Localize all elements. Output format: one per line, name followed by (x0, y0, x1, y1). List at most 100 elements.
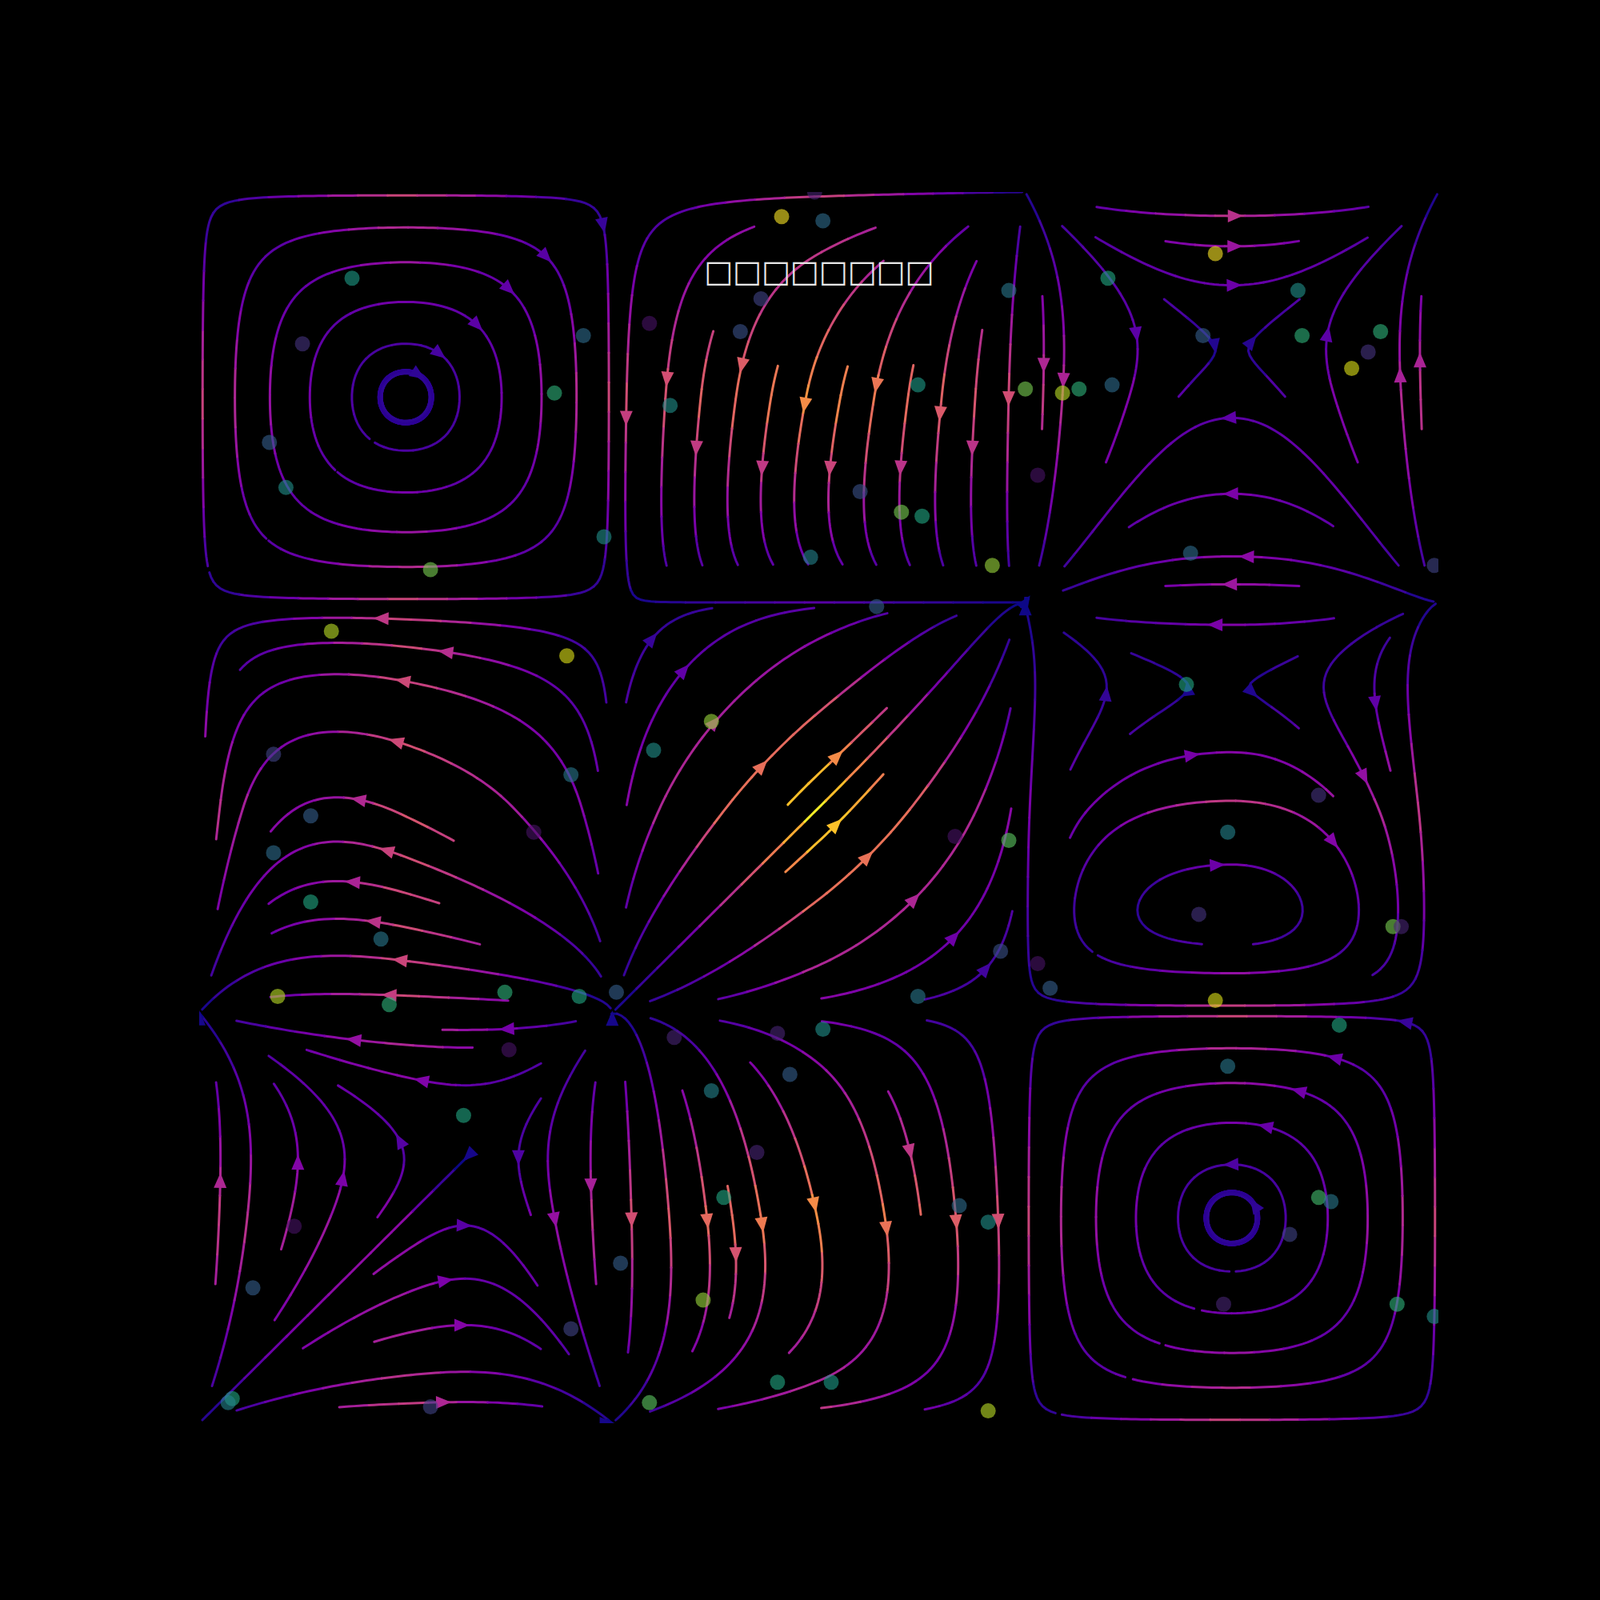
streamline (1098, 1016, 1128, 1018)
streamline (1384, 1313, 1395, 1342)
streamline (368, 1068, 398, 1076)
streamline (1246, 1015, 1276, 1018)
streamline (803, 960, 831, 972)
streamline (374, 1334, 404, 1343)
streamline (523, 1265, 538, 1286)
streamline (1029, 1088, 1031, 1118)
streamline (630, 1259, 633, 1289)
streamline (300, 992, 330, 996)
streamline (1176, 1048, 1207, 1051)
streamline (433, 1169, 455, 1191)
streamline (815, 1282, 822, 1312)
streamline (290, 1269, 306, 1296)
streamline (1417, 802, 1421, 832)
streamline (560, 1342, 569, 1355)
streamline (1418, 604, 1436, 628)
streamline (331, 1188, 341, 1216)
streamline (1120, 1417, 1151, 1421)
streamline (264, 1394, 294, 1402)
streamline (520, 1181, 529, 1210)
streamline (755, 1185, 761, 1215)
streamline (1264, 1240, 1283, 1264)
streamline (546, 1021, 576, 1027)
streamline (880, 1292, 888, 1322)
streamline (383, 1043, 413, 1046)
streamline (540, 1319, 560, 1342)
streamline (804, 1166, 813, 1196)
streamline (353, 1304, 380, 1318)
streamline (788, 1337, 802, 1353)
streamline (218, 1107, 220, 1137)
streamline (844, 1092, 860, 1120)
streamline (1432, 1324, 1434, 1355)
streamline (1430, 1354, 1433, 1384)
streamline (488, 1402, 518, 1404)
streamline (1061, 1157, 1064, 1188)
streamline (1366, 1184, 1368, 1214)
streamline (790, 1380, 819, 1392)
streamline (663, 1149, 667, 1180)
streamline (286, 1104, 296, 1133)
streamline (750, 1062, 769, 1086)
streamline (560, 1248, 568, 1278)
streamline (548, 1131, 551, 1161)
streamline (1192, 1386, 1222, 1388)
streamline (265, 1026, 296, 1032)
streamline (1063, 1276, 1068, 1306)
streamline (397, 1240, 423, 1256)
streamline (628, 1318, 632, 1348)
streamline (236, 1020, 266, 1027)
streamline (949, 1305, 956, 1335)
streamline (729, 1303, 733, 1318)
streamline (616, 1013, 636, 1036)
streamline (1244, 1004, 1275, 1007)
streamline (924, 865, 944, 889)
streamline (1433, 1176, 1436, 1207)
streamline (557, 1076, 570, 1104)
streamline (202, 1399, 224, 1420)
streamline (1112, 1108, 1131, 1131)
streamline (943, 1128, 949, 1158)
streamline (1254, 1348, 1284, 1352)
streamline (630, 1170, 632, 1200)
streamline (1066, 1001, 1096, 1004)
streamline (567, 1277, 575, 1307)
streamline (1185, 1083, 1216, 1087)
streamline (339, 1405, 369, 1408)
streamline (280, 1064, 304, 1084)
streamline (831, 1401, 861, 1407)
streamline (1033, 670, 1036, 700)
streamline (1030, 1354, 1033, 1384)
streamline (234, 1271, 240, 1300)
streamline (354, 1096, 378, 1115)
streamline (996, 732, 1005, 760)
streamline (286, 1315, 308, 1336)
streamline (870, 832, 891, 854)
streamline (985, 760, 996, 789)
streamline (804, 800, 826, 822)
streamline (928, 672, 948, 695)
streamline (1219, 1270, 1229, 1272)
streamline (305, 1243, 320, 1270)
streamline (1155, 1004, 1185, 1007)
streamline (458, 1400, 488, 1404)
streamline (888, 715, 908, 737)
streamline (1275, 1183, 1286, 1211)
streamline (851, 1026, 880, 1036)
streamline (1151, 1418, 1181, 1421)
streamline (202, 1016, 220, 1041)
streamline (291, 956, 321, 960)
streamline (464, 1278, 494, 1284)
streamline (860, 1394, 890, 1403)
streamline (844, 1347, 866, 1368)
streamline (1333, 1002, 1364, 1005)
streamline (704, 961, 730, 977)
streamline (718, 1406, 733, 1410)
streamline (699, 1050, 717, 1075)
streamline (795, 1138, 805, 1167)
streamline (527, 979, 556, 986)
streamline (990, 658, 1003, 686)
streamline (1329, 1105, 1350, 1128)
streamline (630, 1229, 634, 1260)
streamline (1028, 1295, 1032, 1325)
